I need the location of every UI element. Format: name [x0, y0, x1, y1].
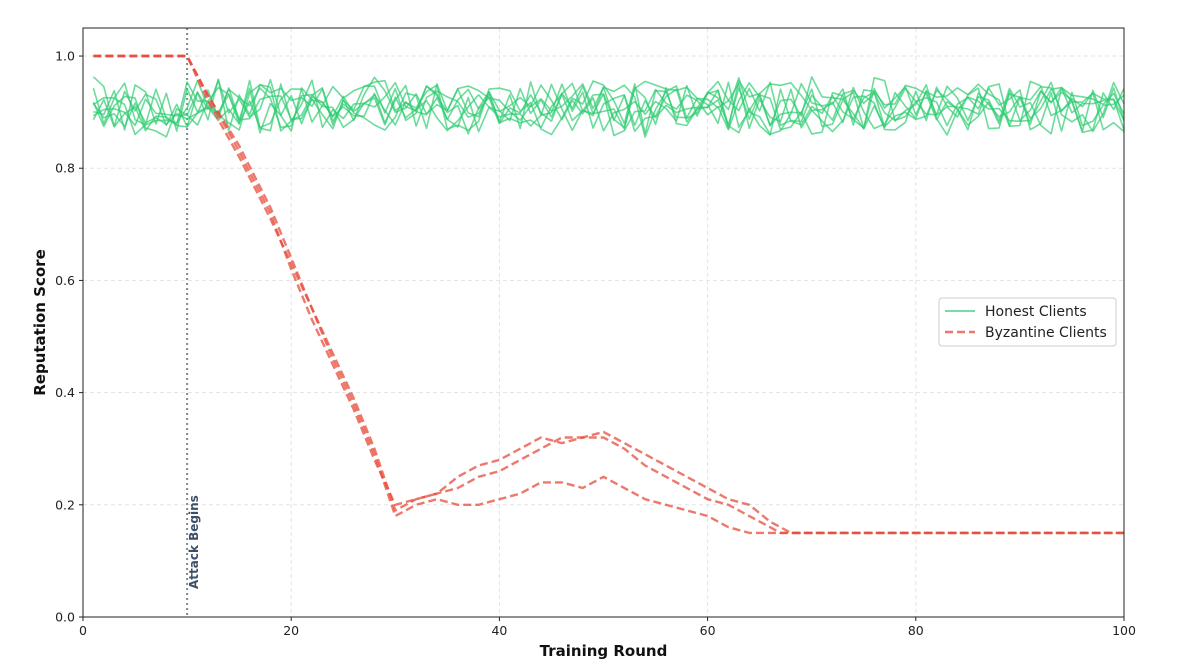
- y-tick-label: 0.6: [55, 273, 75, 288]
- legend-box: [938, 297, 1117, 347]
- plot-frame: [82, 27, 1125, 618]
- honest-series-layer: [92, 76, 1125, 138]
- y-tick-label: 0.2: [55, 497, 75, 512]
- legend-byzantine-label: Byzantine Clients: [985, 325, 1107, 341]
- byzantine-client-line: [93, 54, 1124, 535]
- legend: Honest Clients Byzantine Clients: [938, 297, 1117, 347]
- x-tick-label: 100: [1112, 623, 1136, 638]
- legend-honest-label: Honest Clients: [985, 304, 1087, 320]
- y-tick-label: 0.8: [55, 161, 75, 176]
- honest-client-line: [93, 79, 1125, 136]
- axis-ticks: 0 20 40 60 80 100 0.0 0.2 0.4 0.6 0.8 1.0: [55, 49, 1136, 638]
- x-tick-label: 20: [283, 623, 299, 638]
- y-axis-title: Reputation Score: [31, 249, 49, 396]
- y-tick-label: 0.0: [55, 610, 75, 625]
- x-axis-title: Training Round: [540, 642, 668, 660]
- honest-client-line: [92, 76, 1125, 136]
- attack-begins-annotation: Attack Begins: [187, 495, 201, 589]
- honest-client-line: [92, 77, 1125, 138]
- x-tick-label: 40: [491, 623, 507, 638]
- y-tick-label: 1.0: [55, 49, 75, 64]
- x-tick-label: 0: [79, 623, 87, 638]
- x-tick-label: 60: [700, 623, 716, 638]
- byzantine-client-line: [93, 54, 1124, 535]
- byzantine-client-line: [93, 54, 1124, 535]
- honest-client-line: [92, 80, 1125, 133]
- y-tick-label: 0.4: [55, 385, 75, 400]
- honest-client-line: [92, 78, 1125, 138]
- x-tick-label: 80: [908, 623, 924, 638]
- byzantine-series-layer: [93, 54, 1124, 535]
- honest-client-line: [92, 76, 1125, 135]
